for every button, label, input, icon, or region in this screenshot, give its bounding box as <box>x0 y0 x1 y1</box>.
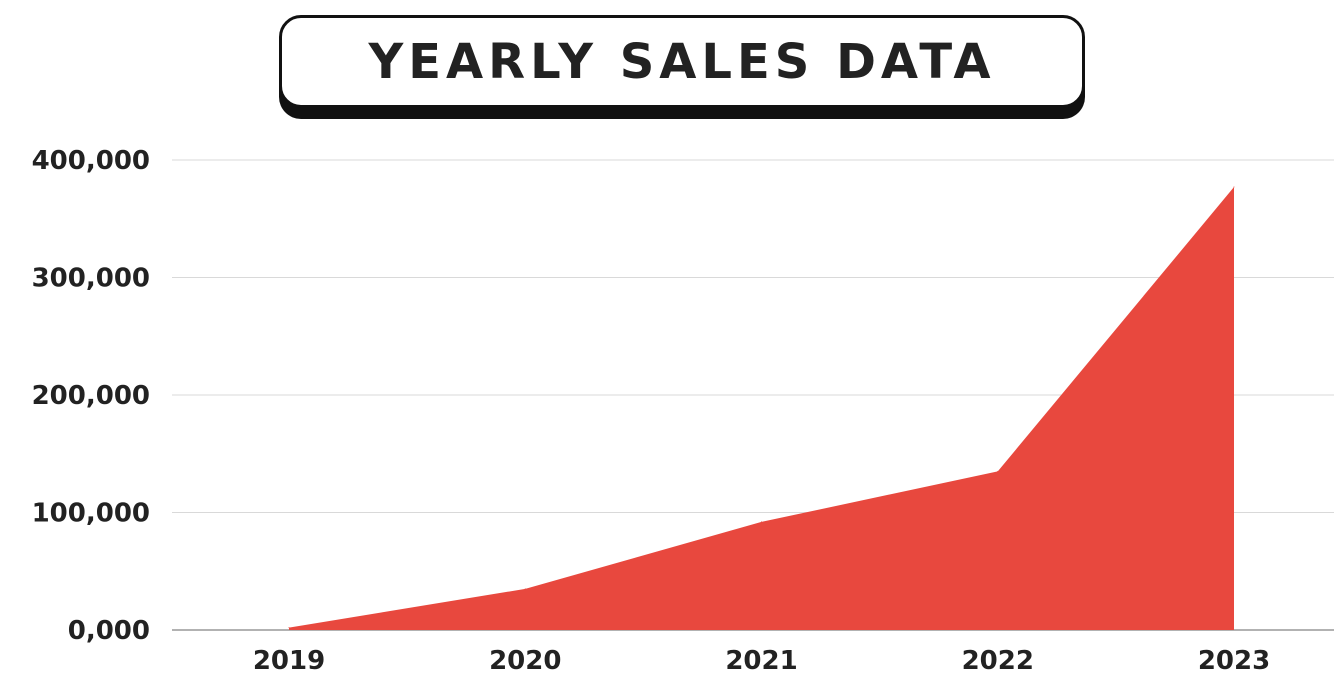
y-axis-tick-labels: 0,000 100,000 200,000 300,000 400,000 <box>32 146 150 646</box>
data-point-2020 <box>524 588 526 590</box>
data-point-2022 <box>997 470 999 472</box>
sales-area <box>289 187 1234 630</box>
y-tick-label: 100,000 <box>32 499 150 529</box>
title-banner-box: YEARLY SALES DATA <box>279 15 1085 108</box>
data-point-2021 <box>761 521 762 523</box>
data-point-2019 <box>288 627 290 629</box>
y-tick-label: 0,000 <box>68 616 150 646</box>
x-tick-label: 2020 <box>489 646 561 676</box>
x-tick-label: 2019 <box>253 646 325 676</box>
y-tick-label: 200,000 <box>32 381 150 411</box>
y-tick-label: 400,000 <box>32 146 150 176</box>
chart-title: YEARLY SALES DATA <box>368 33 996 90</box>
x-axis-tick-labels: 2019 2020 2021 2022 2023 <box>253 646 1270 676</box>
chart-title-banner: YEARLY SALES DATA <box>279 15 1085 119</box>
x-tick-label: 2021 <box>725 646 797 676</box>
data-point-2023 <box>1233 186 1235 188</box>
plot-area <box>288 186 1235 630</box>
x-tick-label: 2023 <box>1198 646 1270 676</box>
y-tick-label: 300,000 <box>32 264 150 294</box>
x-tick-label: 2022 <box>962 646 1034 676</box>
